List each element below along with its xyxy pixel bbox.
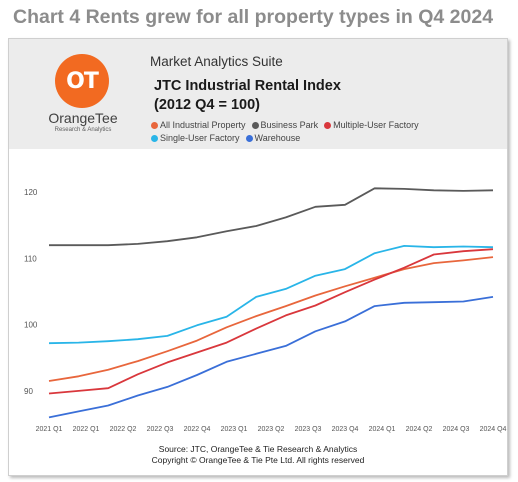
y-tick-label: 110: [24, 254, 37, 263]
legend: All Industrial Property Business Park Mult…: [151, 119, 451, 145]
page-title: Chart 4 Rents grew for all property type…: [13, 6, 494, 28]
series-line: [48, 256, 494, 382]
legend-item: Business Park: [251, 119, 319, 132]
x-tick-label: 2022 Q2: [110, 426, 137, 433]
series-line: [48, 248, 494, 395]
legend-item: Warehouse: [245, 132, 301, 145]
x-tick-label: 2024 Q2: [406, 426, 433, 433]
legend-label: Business Park: [260, 120, 319, 130]
legend-label: All Industrial Property: [160, 120, 246, 130]
x-tick-label: 2023 Q2: [258, 426, 285, 433]
x-tick-label: 2024 Q3: [443, 426, 470, 433]
x-tick-label: 2023 Q3: [295, 426, 322, 433]
x-tick-label: 2023 Q4: [332, 426, 359, 433]
legend-swatch: [251, 121, 259, 129]
x-tick-label: 2024 Q4: [480, 426, 507, 433]
legend-swatch: [324, 121, 332, 129]
x-tick-label: 2023 Q1: [221, 426, 248, 433]
y-tick-label: 120: [24, 188, 38, 197]
x-tick-label: 2024 Q1: [369, 426, 396, 433]
legend-label: Multiple-User Factory: [333, 120, 419, 130]
y-tick-label: 90: [24, 387, 33, 396]
legend-label: Warehouse: [254, 133, 301, 143]
source-line: Source: JTC, OrangeTee & Tie Research & …: [158, 444, 358, 454]
chart-panel: OT OrangeTee Research & Analytics Market…: [8, 38, 508, 476]
source-note: Source: JTC, OrangeTee & Tie Research & …: [9, 444, 507, 466]
series-line: [48, 296, 494, 419]
series-line: [49, 187, 494, 247]
legend-item: Single-User Factory: [151, 132, 240, 145]
x-tick-label: 2022 Q1: [73, 426, 100, 433]
legend-item: All Industrial Property: [151, 119, 246, 132]
orangetee-logo: OT: [55, 54, 109, 108]
y-tick-label: 100: [24, 321, 38, 330]
chart-title-line2: (2012 Q4 = 100): [154, 97, 261, 113]
x-tick-label: 2022 Q4: [184, 426, 211, 433]
brand-name: OrangeTee: [48, 110, 118, 126]
line-chart: 90 100 110 120 2021 Q1 2022 Q1 2022 Q2 2022 Q3 2…: [24, 187, 507, 433]
chart-title-line1: JTC Industrial Rental Index: [154, 78, 341, 94]
legend-swatch: [151, 121, 158, 129]
chart-header: OT OrangeTee Research & Analytics Market…: [9, 39, 507, 149]
legend-swatch: [151, 134, 158, 142]
suite-name: Market Analytics Suite: [150, 54, 283, 69]
copyright-line: Copyright © OrangeTee & Tie Pte Ltd. All…: [151, 455, 365, 465]
brand-tagline: Research & Analytics: [54, 127, 112, 133]
legend-swatch: [245, 134, 253, 142]
x-tick-label: 2022 Q3: [147, 426, 174, 433]
chart-title: JTC Industrial Rental Index (2012 Q4 = 1…: [154, 77, 341, 115]
legend-label: Single-User Factory: [160, 133, 240, 143]
x-tick-label: 2021 Q1: [36, 426, 63, 433]
series-line: [48, 244, 494, 345]
legend-item: Multiple-User Factory: [324, 119, 419, 132]
